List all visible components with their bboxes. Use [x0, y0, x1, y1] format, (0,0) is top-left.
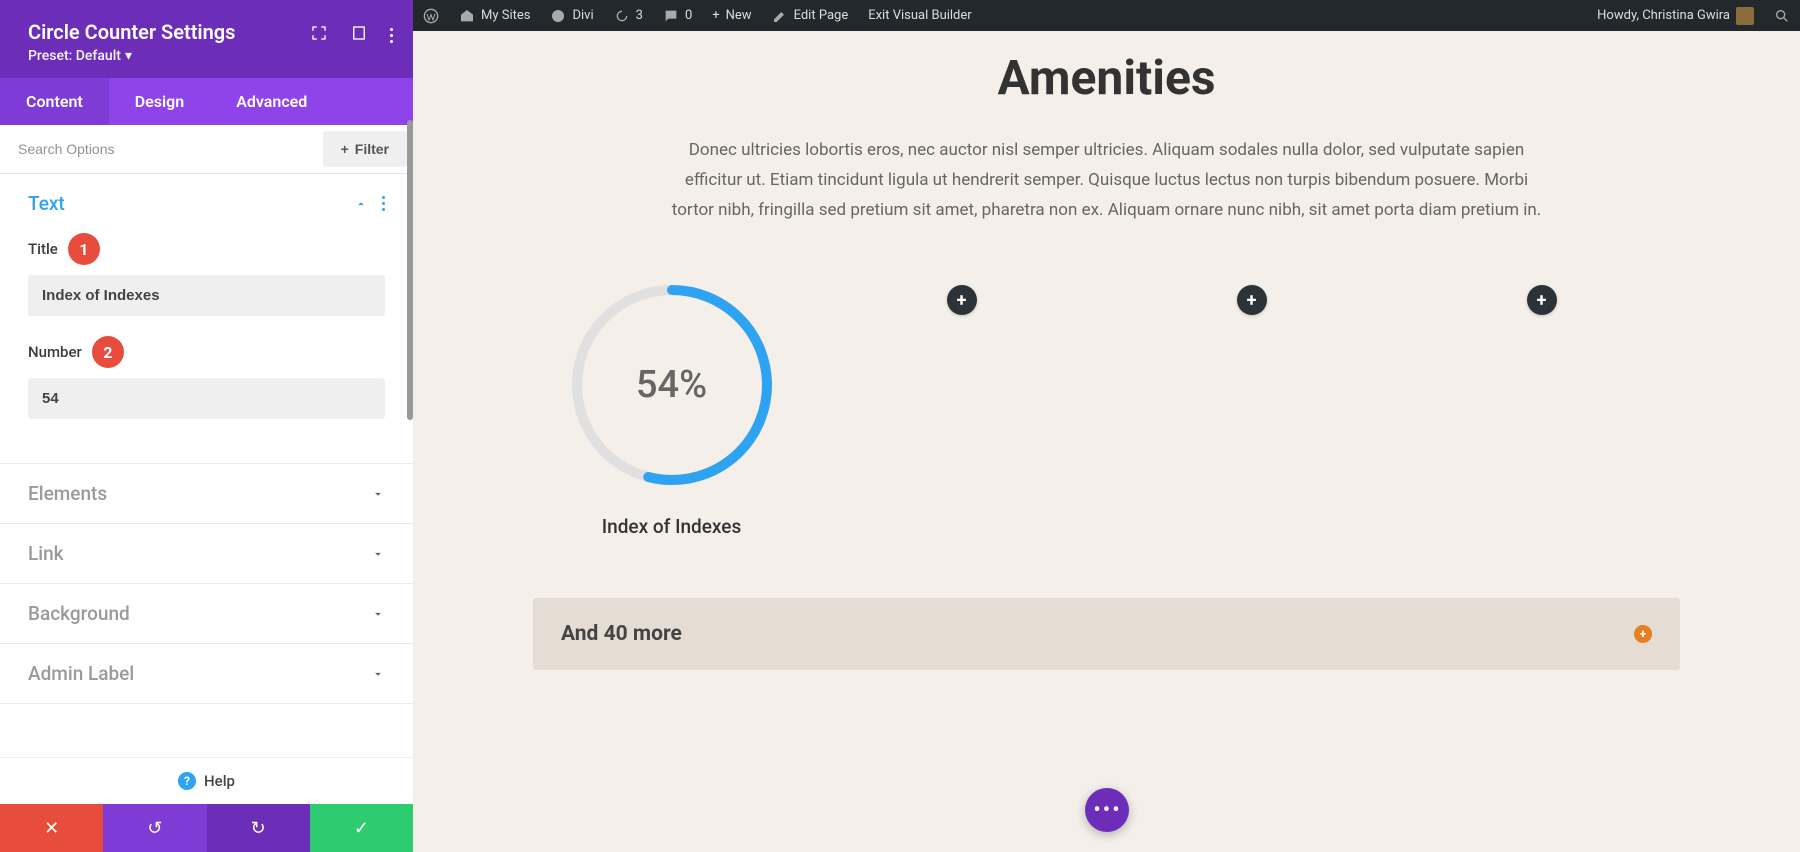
main-preview: My Sites Divi 3 0 +New Edit Page Exit Vi…	[413, 0, 1800, 852]
avatar	[1736, 7, 1754, 25]
filter-button[interactable]: + Filter	[323, 131, 407, 167]
section-background-title: Background	[28, 602, 130, 625]
panel-title: Circle Counter Settings	[28, 20, 235, 44]
redo-button[interactable]: ↻	[207, 804, 310, 852]
title-field-input[interactable]	[28, 275, 385, 316]
search-input[interactable]	[0, 125, 317, 173]
settings-tabs: Content Design Advanced	[0, 78, 413, 125]
builder-fab[interactable]: •••	[1085, 788, 1129, 832]
section-more-icon[interactable]	[382, 196, 385, 211]
tab-design[interactable]: Design	[109, 78, 210, 125]
badge-1: 1	[68, 233, 100, 265]
tab-content[interactable]: Content	[0, 78, 109, 125]
section-admin-label-title: Admin Label	[28, 662, 134, 685]
add-module-button[interactable]: +	[1527, 285, 1557, 315]
chevron-down-icon	[371, 487, 385, 501]
wp-logo[interactable]	[423, 8, 439, 24]
tablet-icon[interactable]	[350, 24, 368, 46]
counter-title: Index of Indexes	[602, 515, 742, 538]
section-elements-title: Elements	[28, 482, 107, 505]
chevron-down-icon: ▾	[125, 48, 132, 64]
preset-label: Preset: Default	[28, 48, 121, 64]
section-background-header[interactable]: Background	[0, 584, 413, 643]
exit-builder-link[interactable]: Exit Visual Builder	[868, 8, 971, 23]
updates-link[interactable]: 3	[614, 8, 643, 24]
wp-adminbar: My Sites Divi 3 0 +New Edit Page Exit Vi…	[413, 0, 1800, 31]
columns-row: 54% Index of Indexes + + +	[413, 285, 1800, 538]
chevron-down-icon	[371, 667, 385, 681]
column-3: +	[1152, 285, 1352, 538]
tab-advanced[interactable]: Advanced	[210, 78, 333, 125]
search-row: + Filter	[0, 125, 413, 174]
badge-2: 2	[92, 336, 124, 368]
panel-body: Text Title 1	[0, 174, 413, 757]
page-title: Amenities	[413, 49, 1800, 106]
column-1: 54% Index of Indexes	[572, 285, 772, 538]
site-link[interactable]: Divi	[550, 8, 593, 24]
section-text-content: Title 1 Number 2	[0, 233, 413, 463]
chevron-up-icon	[354, 197, 368, 211]
search-icon[interactable]	[1774, 8, 1790, 24]
section-text-header[interactable]: Text	[0, 174, 413, 233]
more-icon[interactable]	[390, 28, 393, 43]
plus-icon: +	[712, 8, 719, 23]
title-field-label: Title	[28, 240, 58, 258]
help-label: Help	[204, 772, 235, 790]
section-admin-label-header[interactable]: Admin Label	[0, 644, 413, 703]
mysites-link[interactable]: My Sites	[459, 8, 530, 24]
chevron-down-icon	[371, 607, 385, 621]
new-link[interactable]: +New	[712, 8, 751, 23]
circle-counter[interactable]: 54%	[572, 285, 772, 485]
column-2: +	[862, 285, 1062, 538]
page-content: Amenities Donec ultricies lobortis eros,…	[413, 31, 1800, 852]
cancel-button[interactable]: ✕	[0, 804, 103, 852]
page-description: Donec ultricies lobortis eros, nec aucto…	[667, 136, 1547, 225]
section-link-header[interactable]: Link	[0, 524, 413, 583]
add-module-button[interactable]: +	[1237, 285, 1267, 315]
column-4: +	[1442, 285, 1642, 538]
section-elements-header[interactable]: Elements	[0, 464, 413, 523]
comments-link[interactable]: 0	[663, 8, 692, 24]
save-button[interactable]: ✓	[310, 804, 413, 852]
plus-icon: +	[341, 141, 349, 157]
sidebar-header: Circle Counter Settings Preset: Default …	[0, 0, 413, 78]
add-module-button[interactable]: +	[947, 285, 977, 315]
accordion-title: And 40 more	[561, 622, 682, 646]
accordion-more[interactable]: And 40 more +	[533, 598, 1680, 670]
undo-button[interactable]: ↺	[103, 804, 206, 852]
help-icon: ?	[178, 772, 196, 790]
circle-percent-label: 54%	[572, 285, 772, 485]
help-row[interactable]: ? Help	[0, 757, 413, 804]
user-greeting[interactable]: Howdy, Christina Gwira	[1597, 7, 1754, 25]
expand-icon[interactable]	[310, 24, 328, 46]
number-field-input[interactable]	[28, 378, 385, 419]
filter-label: Filter	[355, 141, 389, 157]
chevron-down-icon	[371, 547, 385, 561]
section-link-title: Link	[28, 542, 64, 565]
number-field-label: Number	[28, 343, 82, 361]
preset-dropdown[interactable]: Preset: Default ▾	[28, 48, 235, 64]
section-text-title: Text	[28, 192, 65, 215]
settings-sidebar: Circle Counter Settings Preset: Default …	[0, 0, 413, 852]
bottom-bar: ✕ ↺ ↻ ✓	[0, 804, 413, 852]
edit-page-link[interactable]: Edit Page	[772, 8, 849, 24]
accordion-plus-icon: +	[1634, 625, 1652, 643]
